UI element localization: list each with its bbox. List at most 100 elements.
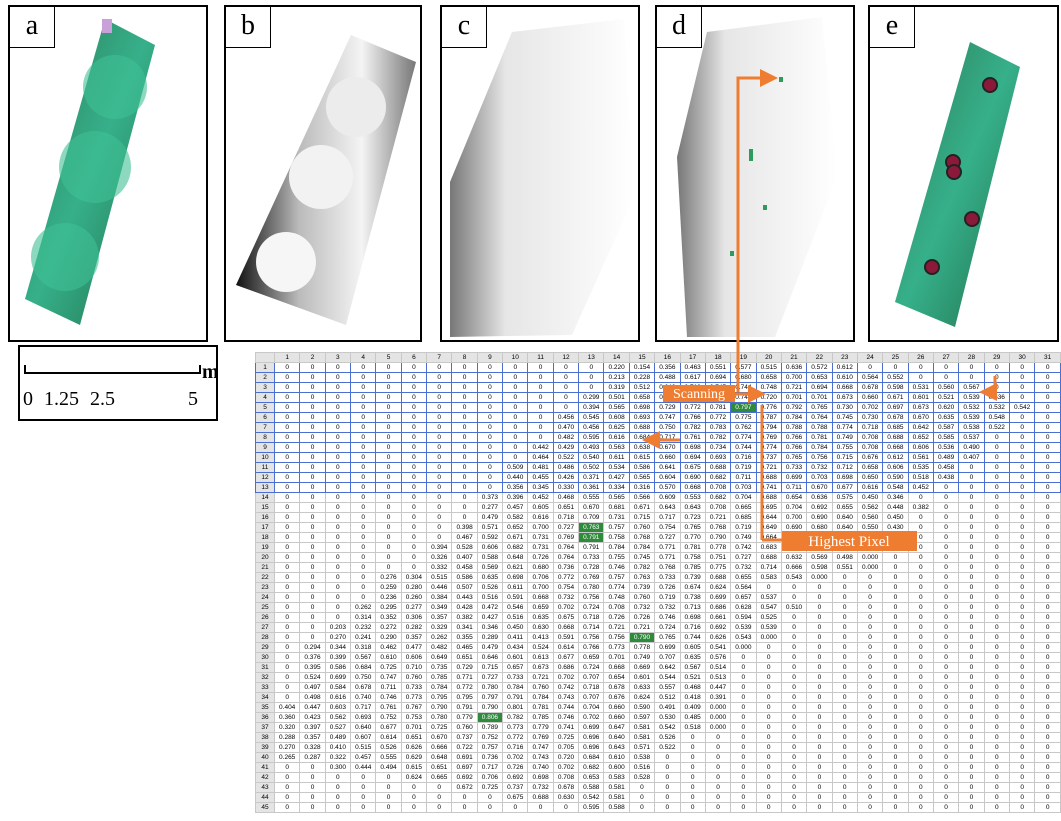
cell: 0 [579, 363, 604, 373]
cell: 0 [1009, 393, 1034, 403]
cell: 0.570 [655, 483, 680, 493]
cell: 0 [705, 793, 730, 803]
cell: 0 [908, 543, 933, 553]
cell: 0.783 [705, 423, 730, 433]
cell: 0.756 [807, 453, 832, 463]
cell: 0.488 [655, 373, 680, 383]
cell: 0.616 [604, 433, 629, 443]
cell: 0 [1009, 483, 1034, 493]
cell: 0.316 [629, 483, 654, 493]
cell: 0.797 [477, 693, 502, 703]
cell: 0 [959, 703, 984, 713]
cell: 0 [275, 573, 300, 583]
cell: 0.472 [477, 603, 502, 613]
cell: 0.564 [857, 373, 882, 383]
cell: 0.733 [655, 573, 680, 583]
cell: 0.341 [452, 623, 477, 633]
cell: 0.680 [528, 563, 553, 573]
cell: 0 [984, 803, 1009, 813]
cell: 0.532 [959, 403, 984, 413]
cell: 0 [351, 493, 376, 503]
cell: 0 [401, 453, 426, 463]
cell: 0.784 [427, 683, 452, 693]
cell: 0.395 [300, 663, 325, 673]
cell: 0 [933, 483, 958, 493]
cell: 0.616 [857, 483, 882, 493]
cell: 0 [325, 613, 350, 623]
cell: 0.356 [503, 483, 528, 493]
cell: 0 [756, 693, 781, 703]
column-header: 30 [1009, 353, 1034, 363]
cell: 0.614 [376, 733, 401, 743]
cell: 0.603 [325, 703, 350, 713]
cell: 0 [832, 633, 857, 643]
cell: 0.744 [553, 703, 578, 713]
cell: 0.704 [731, 493, 756, 503]
cell: 0 [908, 783, 933, 793]
cell: 0 [959, 503, 984, 513]
cell: 0.739 [680, 573, 705, 583]
panel-label: e [870, 7, 915, 48]
row-header: 35 [256, 703, 275, 713]
cell: 0 [300, 573, 325, 583]
cell: 0.464 [528, 453, 553, 463]
cell: 0.686 [705, 603, 730, 613]
cell: 0 [452, 373, 477, 383]
cell: 0 [477, 483, 502, 493]
cell: 0 [883, 793, 908, 803]
cell: 0.747 [655, 413, 680, 423]
cell: 0 [908, 523, 933, 533]
cell: 0.612 [883, 453, 908, 463]
cell: 0 [883, 533, 908, 543]
cell: 0.394 [427, 543, 452, 553]
cell: 0.571 [629, 743, 654, 753]
cell: 0.470 [553, 423, 578, 433]
cell: 0 [984, 523, 1009, 533]
cell: 0.690 [680, 473, 705, 483]
cell: 0 [933, 783, 958, 793]
highest-cell: 0.797 [731, 403, 756, 413]
crown [256, 232, 316, 292]
row-header: 32 [256, 673, 275, 683]
cell: 0.660 [604, 703, 629, 713]
cell: 0 [984, 713, 1009, 723]
cell: 0 [1035, 643, 1061, 653]
cell: 0.644 [756, 513, 781, 523]
cell: 0 [883, 773, 908, 783]
cell: 0 [300, 463, 325, 473]
cell: 0.744 [680, 633, 705, 643]
cell: 0 [908, 763, 933, 773]
cell: 0.581 [604, 793, 629, 803]
cell: 0 [933, 513, 958, 523]
cell: 0 [300, 533, 325, 543]
cell: 0.000 [756, 633, 781, 643]
cell: 0.792 [781, 403, 806, 413]
cell: 0.585 [933, 433, 958, 443]
cell: 0 [984, 543, 1009, 553]
cell: 0.751 [705, 553, 730, 563]
cell: 0.260 [401, 593, 426, 603]
cell: 0.674 [680, 583, 705, 593]
cell: 0 [351, 533, 376, 543]
cell: 0.693 [705, 453, 730, 463]
cell: 0 [275, 763, 300, 773]
cell: 0 [908, 703, 933, 713]
cell: 0 [883, 763, 908, 773]
cell: 0.518 [908, 473, 933, 483]
cell: 0.528 [452, 543, 477, 553]
cell: 0 [756, 793, 781, 803]
cell: 0 [857, 793, 882, 803]
cell: 0.680 [731, 373, 756, 383]
cell: 0 [376, 563, 401, 573]
cell: 0 [731, 803, 756, 813]
cell: 0.756 [604, 633, 629, 643]
cell: 0.725 [376, 663, 401, 673]
image-b [226, 7, 420, 340]
cell: 0.677 [553, 653, 578, 663]
cell: 0.462 [376, 643, 401, 653]
cell: 0 [933, 623, 958, 633]
